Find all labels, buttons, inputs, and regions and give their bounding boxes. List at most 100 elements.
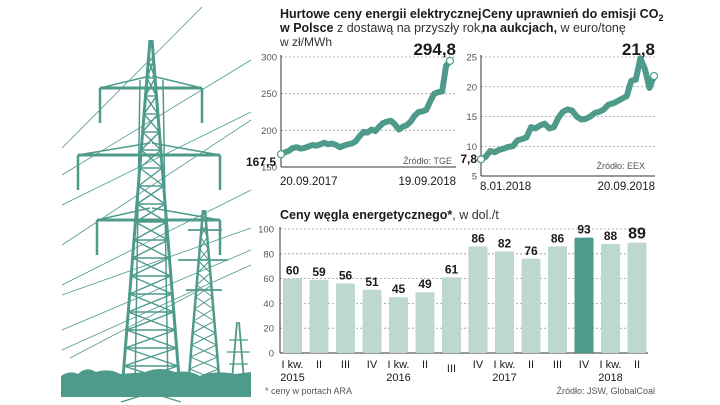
coal-x-category-label: I kw. [281,359,303,371]
coal-ytick-label: 20 [263,324,274,335]
coal-x-category-label: III [553,359,562,371]
electricity-x-start-label: 20.09.2017 [280,176,338,188]
tower-strut [192,320,215,334]
coal-x-year-label: 2016 [386,372,410,384]
co2-title-main: Ceny uprawnień do emisji CO [482,7,659,21]
coal-bar-value-label: 49 [418,277,432,291]
tower-strut [189,356,218,370]
main-tower-leg [150,39,182,391]
tower-strut [137,167,163,187]
electricity-chart-title-line1: Hurtowe ceny energii elektrycznej [280,7,481,21]
third-tower-leg [231,321,238,381]
coal-bar-value-label: 59 [312,265,326,279]
power-line [61,119,252,246]
tower-strut [200,224,207,238]
tower-strut [151,207,221,221]
electricity-end-point [445,56,455,65]
coal-bar-value-label: 76 [524,244,538,258]
electricity-chart-unit: w zł/MWh [279,35,332,49]
co2-start-value-label: 7,8 [460,152,477,166]
tower-strut [122,365,179,385]
coal-bar [336,283,355,353]
power-line [61,6,203,149]
coal-x-category-label: III [447,363,456,375]
co2-x-start-label: 8.01.2018 [480,181,531,193]
coal-bar [389,297,408,353]
co2-source: Źródło: EEX [596,161,645,171]
co2-chart-title-line1: Ceny uprawnień do emisji CO2 [482,7,663,23]
tower-strut [132,239,169,259]
tower-strut [126,311,175,331]
coal-bar [495,251,514,353]
tower-strut [198,248,209,262]
tower-strut [133,221,167,241]
tower-strut [200,236,209,250]
power-line [61,264,252,351]
co2-price-chart: Ceny uprawnień do emisji CO2 na aukcjach… [460,7,663,193]
tower-strut [193,308,214,322]
tower-strut [194,308,215,322]
coal-bar-value-label: 60 [286,264,300,278]
co2-x-end-label: 20.09.2018 [597,181,655,193]
co2-ytick-label: 10 [466,142,477,153]
coal-bar [415,292,435,353]
tower-strut [187,380,220,394]
tower-strut [130,257,170,277]
tower-strut [190,344,217,358]
coal-bar [362,289,382,353]
electricity-start-point [276,150,286,159]
electricity-title-line2-rest: z dostawą na przyszły rok, [334,21,484,35]
coal-ytick-label: 80 [263,249,274,260]
coal-bar-value-label: 61 [445,262,459,276]
grass-ground [61,369,251,397]
tower-strut [199,236,208,250]
electricity-ytick-label: 250 [261,89,277,100]
coal-x-year-label: 2015 [280,372,304,384]
coal-chart-title: Ceny węgla energetycznego*, w dol./t [280,208,499,222]
second-tower-leg [186,209,205,389]
tower-strut [142,113,159,133]
co2-start-point [476,155,486,164]
coal-x-category-label: III [341,359,350,371]
tower-strut [195,284,212,298]
electricity-ytick-label: 300 [261,53,277,64]
coal-x-category-label: I kw. [493,359,515,371]
tower-strut [151,142,221,156]
electricity-ytick-label: 200 [261,126,277,137]
coal-bar [468,246,488,353]
coal-bar [283,278,302,353]
tower-strut [123,347,177,367]
coal-footnote: * ceny w portach ARA [265,386,352,396]
coal-x-category-label: I kw. [599,359,621,371]
co2-title-line2-bold: na aukcjach, [482,21,557,35]
electricity-end-value-label: 294,8 [413,40,456,59]
coal-bar [601,243,620,353]
tower-strut [134,79,141,391]
power-line [61,227,252,296]
coal-bar-value-label: 51 [365,275,379,289]
coal-x-category-label: II [634,359,640,371]
tower-strut [120,383,180,403]
tower-strut [140,149,163,169]
tower-strut [127,293,173,313]
tower-strut [139,167,165,187]
tower-strut [136,185,165,205]
coal-bar-value-label: 89 [628,226,646,243]
co2-ytick-label: 25 [466,53,477,64]
tower-strut [198,260,211,274]
electricity-series-line [278,57,453,158]
tower-strut [195,296,214,310]
coal-bar-value-label: 56 [339,269,353,283]
co2-ytick-label: 15 [466,112,477,123]
tower-strut [196,284,213,298]
coal-x-category-label: IV [579,359,590,371]
tower-strut [96,207,151,221]
tower-strut [129,275,172,295]
electricity-x-end-label: 19.09.2018 [398,176,456,188]
coal-price-bar-chart: Ceny węgla energetycznego*, w dol./t 100… [258,208,655,396]
electricity-ytick-label: 150 [261,163,277,174]
co2-ytick-label: 5 [472,172,477,183]
coal-x-year-label: 2017 [492,372,516,384]
coal-title-rest: , w dol./t [452,208,499,222]
